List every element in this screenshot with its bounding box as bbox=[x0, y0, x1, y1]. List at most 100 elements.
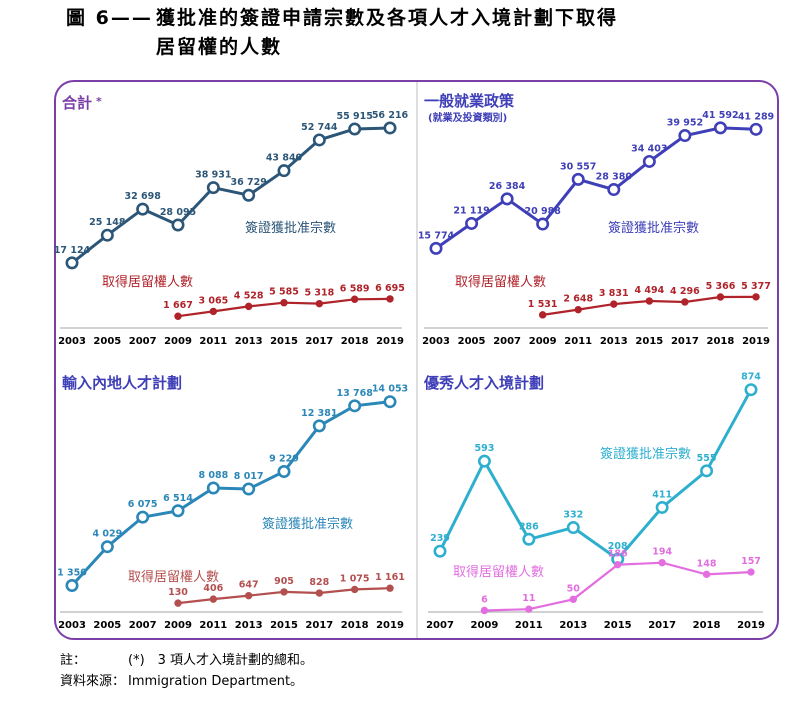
chart-3-series-0-point bbox=[744, 383, 758, 397]
chart-1-series-0-data-label: 30 557 bbox=[560, 161, 596, 172]
chart-1-series-0-data-label: 15 774 bbox=[418, 230, 455, 241]
chart-2-series-0-point bbox=[383, 395, 397, 409]
chart-0-tick-label: 2007 bbox=[129, 336, 157, 347]
chart-0-tick-label: 2011 bbox=[199, 336, 227, 347]
chart-2-series-0-data-label: 9 229 bbox=[269, 453, 299, 464]
chart-3-series-1-data-label: 50 bbox=[567, 583, 581, 594]
chart-3-tick-label: 2015 bbox=[604, 620, 632, 631]
chart-1-series-1-point bbox=[538, 311, 547, 319]
chart-1-series-1-point bbox=[610, 300, 618, 308]
chart-3-series-1-data-label: 194 bbox=[652, 547, 672, 558]
chart-1-series-0-data-label: 34 403 bbox=[631, 143, 667, 154]
chart-0-series-0-data-label: 36 729 bbox=[230, 177, 266, 188]
chart-1-tick-label: 2011 bbox=[564, 336, 592, 347]
chart-0-series-0-point bbox=[348, 122, 362, 136]
chart-1-series-0-data-label: 20 988 bbox=[524, 206, 561, 217]
chart-0-series-0-line bbox=[71, 126, 391, 265]
chart-2-series-0-data-label: 6 514 bbox=[163, 493, 193, 504]
chart-2-series-0-data-label: 8 017 bbox=[234, 471, 264, 482]
note-text: (*) 3 項人才入境計劃的總和。 bbox=[128, 653, 314, 668]
chart-1-series-0-name: 簽證獲批准宗數 bbox=[608, 220, 699, 236]
chart-1-series-0-point bbox=[607, 183, 621, 197]
chart-3-series-0-name: 簽證獲批准宗數 bbox=[600, 446, 691, 462]
chart-1-series-1-point bbox=[645, 297, 654, 305]
chart-2-series-1-data-label: 905 bbox=[274, 576, 294, 587]
chart-1-series-0-data-label: 39 952 bbox=[667, 118, 703, 129]
chart-1-series-1-point bbox=[716, 293, 725, 301]
chart-2-tick-label: 2019 bbox=[376, 620, 404, 631]
chart-0-tick-label: 2019 bbox=[376, 336, 404, 347]
chart-0-series-1-data-label: 1 667 bbox=[163, 300, 193, 311]
chart-2-series-1-data-label: 1 161 bbox=[375, 572, 405, 583]
chart-2-series-1-point bbox=[315, 589, 324, 597]
chart-2-series-0-point bbox=[348, 399, 362, 413]
chart-0-series-1-point bbox=[209, 307, 218, 316]
chart-1-series-0-point bbox=[571, 172, 585, 186]
chart-1-series-1-point bbox=[681, 298, 689, 306]
figure-number: 圖 6—— bbox=[66, 7, 153, 29]
chart-0-series-0-point bbox=[312, 133, 326, 147]
chart-1-series-0-data-label: 41 289 bbox=[738, 111, 774, 122]
chart-3-series-0-point bbox=[700, 464, 714, 478]
chart-0-series-0-data-label: 52 744 bbox=[301, 122, 338, 133]
chart-1-series-1-data-label: 1 531 bbox=[528, 299, 558, 310]
chart-2-series-1-data-label: 130 bbox=[168, 587, 188, 598]
chart-3-tick-label: 2009 bbox=[471, 620, 499, 631]
chart-2-series-0-line bbox=[70, 400, 391, 587]
chart-0-series-0-point bbox=[136, 202, 150, 216]
chart-0-series-0-data-label: 43 840 bbox=[266, 153, 303, 164]
chart-3-series-1-data-label: 11 bbox=[522, 593, 535, 604]
chart-0-series-1-data-label: 6 695 bbox=[375, 283, 405, 294]
chart-0-tick-label: 2017 bbox=[305, 336, 333, 347]
chart-3-series-1-data-label: 186 bbox=[608, 549, 628, 560]
chart-2-series-0-name: 簽證獲批准宗數 bbox=[262, 516, 353, 532]
chart-0-series-1-data-label: 3 065 bbox=[198, 295, 228, 306]
chart-0-series-1-point bbox=[174, 312, 182, 320]
chart-1-series-0-point bbox=[642, 154, 656, 168]
chart-1-tick-label: 2015 bbox=[635, 336, 663, 347]
chart-1-series-0-point bbox=[749, 122, 763, 136]
chart-1-title: 一般就業政策 bbox=[424, 92, 515, 110]
chart-0-series-1-data-label: 4 528 bbox=[234, 290, 264, 301]
chart-2-series-1-data-label: 406 bbox=[203, 583, 223, 594]
chart-3-series-0-point bbox=[477, 454, 491, 468]
chart-0-series-0-point bbox=[206, 181, 220, 195]
chart-0-series-1-data-label: 5 318 bbox=[304, 288, 334, 299]
chart-3-series-0-data-label: 593 bbox=[475, 443, 495, 454]
chart-2-series-0-data-label: 13 768 bbox=[336, 388, 373, 399]
chart-3-series-0-line bbox=[438, 388, 753, 562]
chart-0-series-1-data-label: 6 589 bbox=[340, 283, 370, 294]
chart-1-tick-label: 2019 bbox=[742, 336, 770, 347]
chart-1-series-1-point bbox=[574, 305, 582, 314]
chart-2-series-1-point bbox=[386, 584, 394, 592]
chart-0-title-suffix: * bbox=[96, 95, 102, 108]
chart-3-series-1-name: 取得居留權人數 bbox=[453, 564, 544, 580]
chart-3-series-0-data-label: 239 bbox=[430, 533, 450, 544]
chart-1-series-0-data-label: 28 380 bbox=[596, 172, 633, 183]
chart-2-series-1-name: 取得居留權人數 bbox=[128, 569, 219, 585]
chart-3-series-0-point bbox=[655, 500, 669, 514]
chart-3-series-1-point bbox=[569, 595, 577, 603]
source-text: Immigration Department。 bbox=[128, 674, 304, 689]
chart-2-tick-label: 2018 bbox=[341, 620, 369, 631]
notes: 註： (*) 3 項人才入境計劃的總和。 資料來源： Immigration Dep… bbox=[60, 650, 313, 692]
chart-1-series-0-point bbox=[713, 121, 727, 135]
chart-3-series-1-point bbox=[525, 605, 533, 613]
chart-2-series-1-point bbox=[280, 588, 288, 596]
chart-3-series-1-data-label: 157 bbox=[741, 556, 761, 567]
chart-1-tick-label: 2018 bbox=[707, 336, 735, 347]
source-line: 資料來源： Immigration Department。 bbox=[60, 671, 313, 692]
chart-3-series-0-data-label: 411 bbox=[652, 489, 672, 500]
chart-1-series-0-point bbox=[465, 216, 479, 230]
chart-0-series-0-data-label: 56 216 bbox=[372, 110, 409, 121]
chart-3-tick-label: 2011 bbox=[515, 620, 543, 631]
chart-1-tick-label: 2017 bbox=[671, 336, 699, 347]
chart-3-series-1-point bbox=[480, 606, 489, 615]
chart-2-tick-label: 2007 bbox=[129, 620, 157, 631]
chart-2-series-0-point bbox=[65, 578, 79, 592]
chart-1-series-0-data-label: 21 119 bbox=[453, 205, 489, 216]
chart-3-series-1-data-label: 148 bbox=[697, 558, 717, 569]
chart-1-series-1-data-label: 3 831 bbox=[599, 288, 629, 299]
chart-2-series-0-data-label: 12 381 bbox=[301, 408, 337, 419]
chart-0-series-0-data-label: 38 931 bbox=[195, 170, 231, 181]
